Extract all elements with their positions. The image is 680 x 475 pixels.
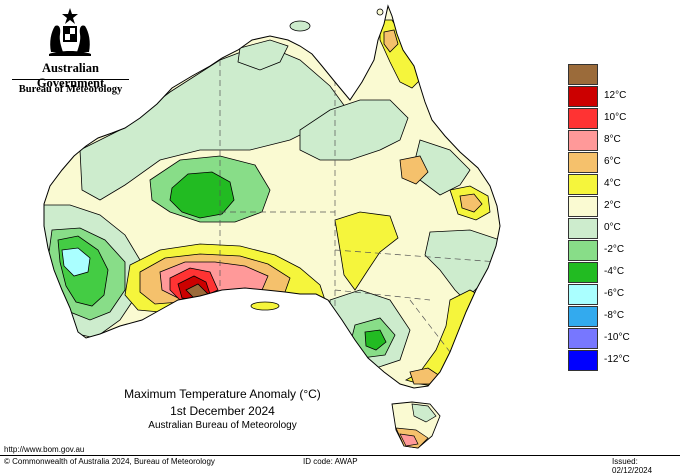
- legend-swatch: [568, 86, 598, 107]
- copyright-text: © Commonwealth of Australia 2024, Bureau…: [4, 457, 215, 466]
- kangaroo-island: [250, 301, 280, 311]
- legend-label: -10°C: [604, 332, 630, 343]
- legend-swatch: [568, 328, 598, 349]
- legend-swatch: [568, 174, 598, 195]
- id-code: ID code: AWAP: [303, 457, 358, 466]
- legend-label: -12°C: [604, 354, 630, 365]
- footer-divider: [0, 455, 680, 456]
- legend-swatch: [568, 284, 598, 305]
- legend-label: 10°C: [604, 112, 627, 123]
- legend-label: 2°C: [604, 200, 621, 211]
- legend-label: -2°C: [604, 244, 625, 255]
- header-divider: [12, 79, 129, 80]
- legend-label: 6°C: [604, 156, 621, 167]
- australia-temperature-anomaly-map: [43, 5, 501, 449]
- legend-label: 8°C: [604, 134, 621, 145]
- legend-label: -8°C: [604, 310, 625, 321]
- legend-swatch: [568, 130, 598, 151]
- coat-of-arms-icon: [49, 8, 91, 56]
- legend-swatch: [568, 350, 598, 371]
- legend-label: -4°C: [604, 266, 625, 277]
- issued-date: Issued: 02/12/2024: [612, 457, 653, 475]
- legend-label: 0°C: [604, 222, 621, 233]
- government-logo: Australian Government Bureau of Meteorol…: [8, 6, 133, 96]
- bom-url-link[interactable]: http://www.bom.gov.au: [4, 445, 85, 454]
- map-source: Australian Bureau of Meteorology: [148, 420, 297, 431]
- legend-swatch: [568, 262, 598, 283]
- legend-swatch: [568, 240, 598, 261]
- legend-label: 4°C: [604, 178, 621, 189]
- map-date: 1st December 2024: [170, 404, 275, 418]
- legend-swatch: [568, 196, 598, 217]
- legend-swatch: [568, 64, 598, 85]
- bureau-name: Bureau of Meteorology: [18, 84, 123, 95]
- legend-swatch: [568, 108, 598, 129]
- legend-swatch: [568, 306, 598, 327]
- legend-label: -6°C: [604, 288, 625, 299]
- legend-swatch: [568, 152, 598, 173]
- map-title-block: Maximum Temperature Anomaly (°C) 1st Dec…: [90, 387, 355, 431]
- island: [289, 20, 311, 32]
- legend-swatch: [568, 218, 598, 239]
- legend-label: 12°C: [604, 90, 627, 101]
- map-title: Maximum Temperature Anomaly (°C): [124, 387, 321, 401]
